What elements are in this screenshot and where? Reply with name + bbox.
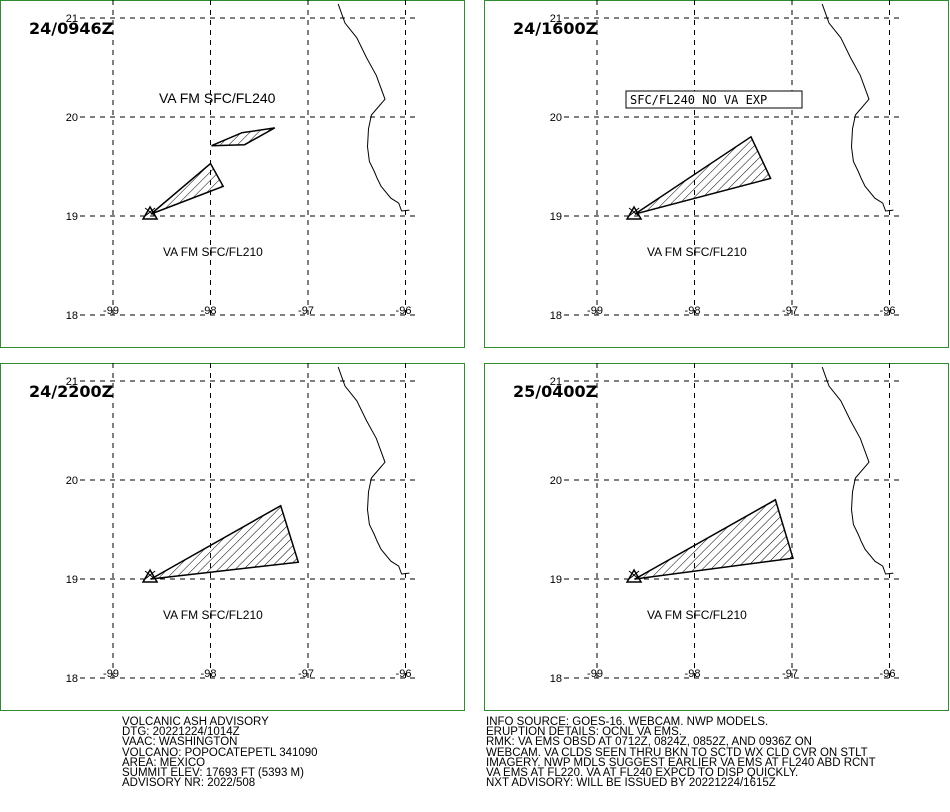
latitude-tick-label: 19 [66,574,78,586]
advisory-line: INFO SOURCE: GOES-16. WEBCAM. NWP MODELS… [486,716,769,728]
longitude-tick-label: -96 [396,305,412,317]
advisory-line: ERUPTION DETAILS: OCNL VA EMS. [486,726,682,739]
latitude-tick-label: 19 [66,211,78,223]
advisory-line: WEBCAM. VA CLDS SEEN THRU BKN TO SCTD WX… [486,746,868,759]
volcano-triangle-icon [625,205,643,220]
map-layer [564,363,900,679]
longitude-tick-label: -96 [880,668,896,680]
latitude-tick-label: 21 [66,13,78,25]
map-layer [80,0,416,316]
advisory-line: DTG: 20221224/1014Z [122,726,240,739]
advisory-line: AREA: MEXICO [122,756,206,769]
ash-cloud-polygon [211,127,276,147]
latitude-tick-label: 20 [66,112,78,124]
ash-cloud-polygon [150,504,300,580]
advisory-line: NXT ADVISORY: WILL BE ISSUED BY 20221224… [486,777,776,790]
map-panel: -99 -98 -97 -96 21 20 19 18 24/0946Z VA FM SFC/FL… [0,0,465,348]
latitude-tick-label: 21 [66,376,78,388]
longitude-tick-label: -97 [782,305,798,317]
longitude-tick-label: -96 [396,668,412,680]
latitude-tick-label: 19 [550,211,562,223]
coastline [337,366,410,575]
longitude-tick-label: -97 [298,305,314,317]
panel-time-title: 24/2200Z [29,382,113,401]
longitude-tick-label: -98 [201,668,217,680]
longitude-tick-label: -98 [201,305,217,317]
map-layer [80,363,416,679]
volcano-triangle-icon [141,205,159,220]
latitude-tick-label: 18 [550,310,562,322]
advisory-line: IMAGERY. NWP MDLS SUGGEST EARLIER VA EMS… [486,756,876,769]
advisory-line: VOLCANIC ASH ADVISORY [122,716,269,728]
longitude-tick-label: -96 [880,305,896,317]
longitude-tick-label: -97 [298,668,314,680]
panel-time-title: 24/1600Z [513,19,597,38]
latitude-tick-label: 20 [550,475,562,487]
map-panel: -99 -98 -97 -96 21 20 19 18 24/1600Z VA FM SFC/FL… [484,0,949,348]
advisory-line: ADVISORY NR: 2022/508 [122,777,256,790]
no-ash-expected-label: SFC/FL240 NO VA EXP [625,90,803,109]
advisory-remarks: INFO SOURCE: GOES-16. WEBCAM. NWP MODELS… [486,716,876,790]
ash-cloud-polygon [150,162,225,215]
panel-time-title: 25/0400Z [513,382,597,401]
svg-text:SFC/FL240 NO VA EXP: SFC/FL240 NO VA EXP [630,93,767,107]
advisory-line: VOLCANO: POPOCATEPETL 341090 [122,746,318,759]
map-layer [564,0,900,316]
advisory-line: VAAC: WASHINGTON [122,736,238,749]
map-panel: -99 -98 -97 -96 21 20 19 18 24/2200Z VA FM SFC/FL… [0,363,465,711]
volcano-triangle-icon [141,568,159,583]
ash-cloud-polygon [634,135,772,215]
longitude-tick-label: -97 [782,668,798,680]
advisory-line: SUMMIT ELEV: 17693 FT (5393 M) [122,767,304,780]
longitude-tick-label: -99 [103,668,119,680]
ash-cloud-polygon [634,498,794,580]
latitude-tick-label: 21 [550,376,562,388]
ash-level-label: VA FM SFC/FL210 [163,608,263,622]
coastline [337,3,410,212]
map-panel: -99 -98 -97 -96 21 20 19 18 25/0400Z VA FM SFC/FL… [484,363,949,711]
ash-level-label: VA FM SFC/FL210 [647,245,747,259]
advisory-line: RMK: VA EMS OBSD AT 0712Z, 0824Z, 0852Z,… [486,736,812,749]
coastline [821,366,894,575]
latitude-tick-label: 21 [550,13,562,25]
latitude-tick-label: 18 [66,310,78,322]
longitude-tick-label: -99 [103,305,119,317]
advisory-header-info: VOLCANIC ASH ADVISORY DTG: 20221224/1014… [122,716,318,790]
advisory-line: VA EMS AT FL220. VA AT FL240 EXPCD TO DI… [486,767,799,780]
volcano-triangle-icon [625,568,643,583]
longitude-tick-label: -99 [587,668,603,680]
latitude-tick-label: 18 [66,673,78,685]
longitude-tick-label: -98 [685,305,701,317]
latitude-tick-label: 19 [550,574,562,586]
latitude-tick-label: 18 [550,673,562,685]
latitude-tick-label: 20 [66,475,78,487]
panel-frame [0,0,465,348]
latitude-tick-label: 20 [550,112,562,124]
longitude-tick-label: -98 [685,668,701,680]
coastline [821,3,894,212]
longitude-tick-label: -99 [587,305,603,317]
ash-level-label: VA FM SFC/FL210 [163,245,263,259]
ash-level-label: VA FM SFC/FL240 [159,90,276,106]
forecast-map-grid: -99 -98 -97 -96 21 20 19 18 24/0946Z VA FM SFC/FL… [0,0,949,711]
panel-time-title: 24/0946Z [29,19,113,38]
ash-level-label: VA FM SFC/FL210 [647,608,747,622]
